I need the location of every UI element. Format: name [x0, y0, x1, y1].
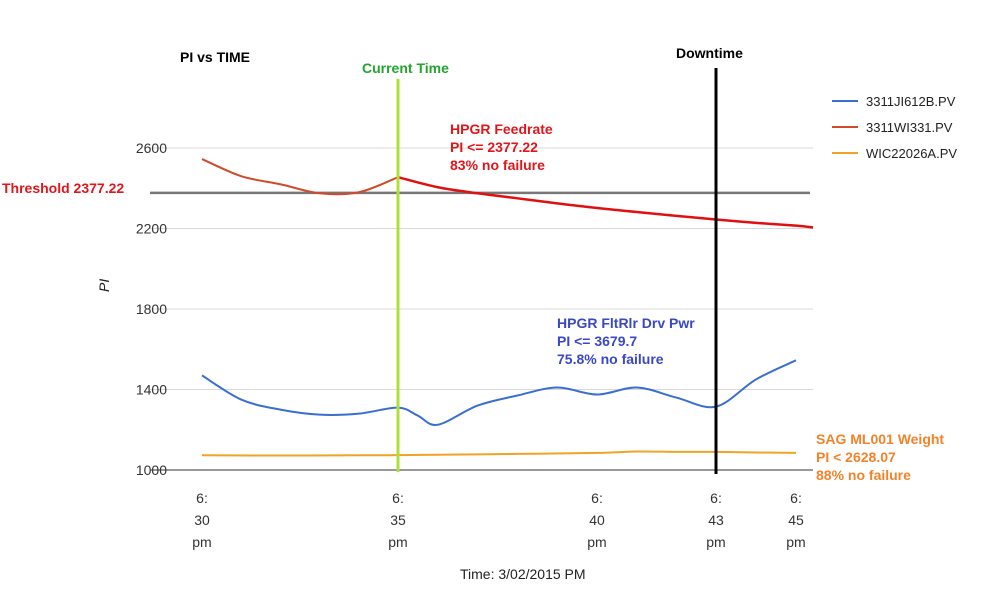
legend-swatch [832, 126, 858, 128]
legend-label: WIC22026A.PV [866, 145, 958, 161]
legend-label: 3311JI612B.PV [866, 93, 956, 109]
x-tick-label: pm [192, 534, 211, 550]
x-tick-label: 6: [790, 490, 802, 506]
x-tick-label: 35 [390, 512, 406, 528]
y-tick-label: 2200 [136, 221, 167, 237]
downtime-label: Downtime [676, 45, 743, 61]
x-tick-label: 6: [392, 490, 404, 506]
x-axis-label: Time: 3/02/2015 PM [460, 566, 586, 582]
y-tick-label: 1400 [136, 382, 167, 398]
x-tick-label: 6: [710, 490, 722, 506]
annotation-line: PI <= 2377.22 [450, 139, 538, 155]
legend: 3311JI612B.PV 3311WI331.PV WIC22026A.PV [832, 88, 957, 166]
y-tick-label: 1000 [136, 462, 167, 478]
annotation-line: PI <= 3679.7 [557, 333, 638, 349]
annotation-sag-weight: SAG ML001 Weight PI < 2628.07 88% no fai… [816, 430, 944, 484]
x-tick-label: 6: [196, 490, 208, 506]
annotation-line: 75.8% no failure [557, 351, 664, 367]
x-tick-label: 40 [589, 512, 605, 528]
annotation-line: 83% no failure [450, 157, 545, 173]
y-axis-label: PI [96, 278, 112, 292]
x-tick-label: 30 [194, 512, 210, 528]
annotation-line: HPGR FltRlr Drv Pwr [557, 315, 695, 331]
legend-item[interactable]: 3311WI331.PV [832, 114, 957, 140]
annotation-hpgr-fltrlr: HPGR FltRlr Drv Pwr PI <= 3679.7 75.8% n… [557, 314, 695, 368]
series-3311wi331 [201, 158, 399, 196]
series-wic22026a [201, 450, 797, 457]
legend-swatch [832, 100, 858, 102]
legend-swatch [832, 152, 858, 154]
x-tick-label: pm [706, 534, 725, 550]
legend-label: 3311WI331.PV [866, 119, 953, 135]
legend-item[interactable]: 3311JI612B.PV [832, 88, 957, 114]
x-tick-label: 6: [591, 490, 603, 506]
annotation-line: SAG ML001 Weight [816, 431, 945, 447]
annotation-line: HPGR Feedrate [450, 121, 553, 137]
series-3311ji612b [201, 359, 797, 426]
x-tick-label: pm [388, 534, 407, 550]
legend-item[interactable]: WIC22026A.PV [832, 140, 957, 166]
annotation-hpgr-feedrate: HPGR Feedrate PI <= 2377.22 83% no failu… [450, 120, 553, 174]
current-time-label: Current Time [362, 60, 449, 76]
x-tick-label: pm [587, 534, 606, 550]
series-3311wi331-forecast [397, 175, 814, 229]
x-tick-label: pm [786, 534, 805, 550]
y-tick-label: 1800 [136, 301, 167, 317]
threshold-label: Threshold 2377.22 [2, 180, 125, 196]
annotation-line: PI < 2628.07 [816, 449, 896, 465]
chart-title: PI vs TIME [180, 49, 251, 65]
y-tick-label: 2600 [136, 140, 167, 156]
annotation-line: 88% no failure [816, 467, 911, 483]
x-tick-label: 43 [708, 512, 724, 528]
x-tick-label: 45 [788, 512, 804, 528]
